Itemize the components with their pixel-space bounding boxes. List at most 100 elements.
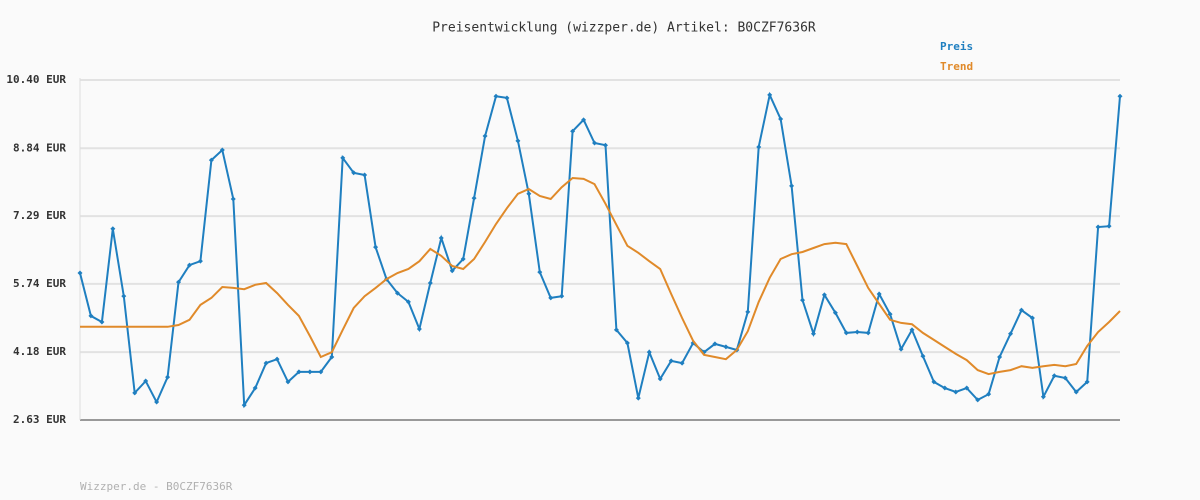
- y-tick-label: 4.18 EUR: [13, 345, 66, 358]
- data-point: [329, 354, 335, 360]
- data-point: [997, 354, 1003, 360]
- data-point: [865, 330, 871, 336]
- data-point: [767, 92, 773, 98]
- data-point: [624, 340, 630, 346]
- data-point: [570, 128, 576, 134]
- data-point: [77, 270, 83, 276]
- data-point: [548, 295, 554, 301]
- data-point: [1029, 315, 1035, 321]
- data-point: [296, 369, 302, 375]
- data-point: [230, 196, 236, 202]
- data-point: [887, 311, 893, 317]
- data-point: [274, 356, 280, 362]
- y-tick-label: 8.84 EUR: [13, 141, 66, 154]
- data-point: [843, 330, 849, 336]
- data-point: [1018, 307, 1024, 313]
- data-point: [1095, 224, 1101, 230]
- data-point: [668, 358, 674, 364]
- data-point: [460, 256, 466, 262]
- legend-label: Trend: [940, 60, 973, 73]
- data-point: [362, 172, 368, 178]
- series-line: [80, 176, 1121, 376]
- data-point: [931, 379, 937, 385]
- data-point: [1040, 394, 1046, 400]
- data-point: [745, 309, 751, 315]
- data-point: [263, 360, 269, 366]
- data-point: [1051, 373, 1057, 379]
- data-point: [646, 349, 652, 355]
- data-point: [800, 297, 806, 303]
- data-point: [88, 313, 94, 319]
- data-point: [110, 226, 116, 232]
- data-point: [154, 399, 160, 405]
- data-point: [876, 291, 882, 297]
- data-point: [165, 374, 171, 380]
- data-point: [581, 117, 587, 123]
- data-point: [427, 280, 433, 286]
- y-tick-label: 2.63 EUR: [13, 413, 66, 426]
- data-point: [449, 268, 455, 274]
- data-point: [821, 292, 827, 298]
- data-point: [208, 157, 214, 163]
- chart-title: Preisentwicklung (wizzper.de) Artikel: B…: [432, 21, 816, 36]
- data-point: [712, 341, 718, 347]
- data-point: [471, 195, 477, 201]
- data-point: [756, 144, 762, 150]
- data-point: [1062, 375, 1068, 381]
- data-point: [559, 293, 565, 299]
- data-point: [176, 279, 182, 285]
- data-point: [1117, 93, 1123, 99]
- data-point: [373, 244, 379, 250]
- data-point: [482, 133, 488, 139]
- data-point: [920, 353, 926, 359]
- y-tick-label: 5.74 EUR: [13, 277, 66, 290]
- data-point: [679, 360, 685, 366]
- data-point: [778, 116, 784, 122]
- data-point: [340, 155, 346, 161]
- data-point: [953, 389, 959, 395]
- data-point: [252, 385, 258, 391]
- data-point: [832, 310, 838, 316]
- data-point: [1106, 223, 1112, 229]
- data-point: [285, 379, 291, 385]
- data-point: [526, 191, 532, 197]
- data-point: [99, 319, 105, 325]
- data-point: [186, 262, 192, 268]
- data-point: [810, 331, 816, 337]
- data-point: [986, 391, 992, 397]
- data-point: [143, 378, 149, 384]
- data-point: [723, 344, 729, 350]
- data-point: [592, 140, 598, 146]
- data-point: [132, 390, 138, 396]
- data-point: [898, 346, 904, 352]
- footer: Wizzper.de - B0CZF7636R: [80, 480, 233, 493]
- data-point: [515, 138, 521, 144]
- data-point: [1084, 379, 1090, 385]
- data-point: [657, 376, 663, 382]
- data-point: [537, 269, 543, 275]
- data-point: [416, 326, 422, 332]
- data-point: [318, 369, 324, 375]
- data-point: [613, 327, 619, 333]
- y-tick-label: 7.29 EUR: [13, 209, 66, 222]
- data-point: [942, 385, 948, 391]
- data-point: [438, 235, 444, 241]
- data-point: [602, 142, 608, 148]
- data-point: [351, 170, 357, 176]
- data-point: [789, 183, 795, 189]
- data-point: [964, 385, 970, 391]
- data-point: [493, 93, 499, 99]
- legend-label: Preis: [940, 40, 973, 53]
- data-point: [635, 395, 641, 401]
- data-point: [1008, 331, 1014, 337]
- data-point: [504, 95, 510, 101]
- data-point: [1073, 389, 1079, 395]
- y-tick-label: 10.40 EUR: [6, 73, 66, 86]
- data-point: [405, 299, 411, 305]
- data-point: [307, 369, 313, 375]
- data-point: [854, 329, 860, 335]
- data-point: [394, 290, 400, 296]
- data-point: [909, 327, 915, 333]
- data-point: [121, 293, 127, 299]
